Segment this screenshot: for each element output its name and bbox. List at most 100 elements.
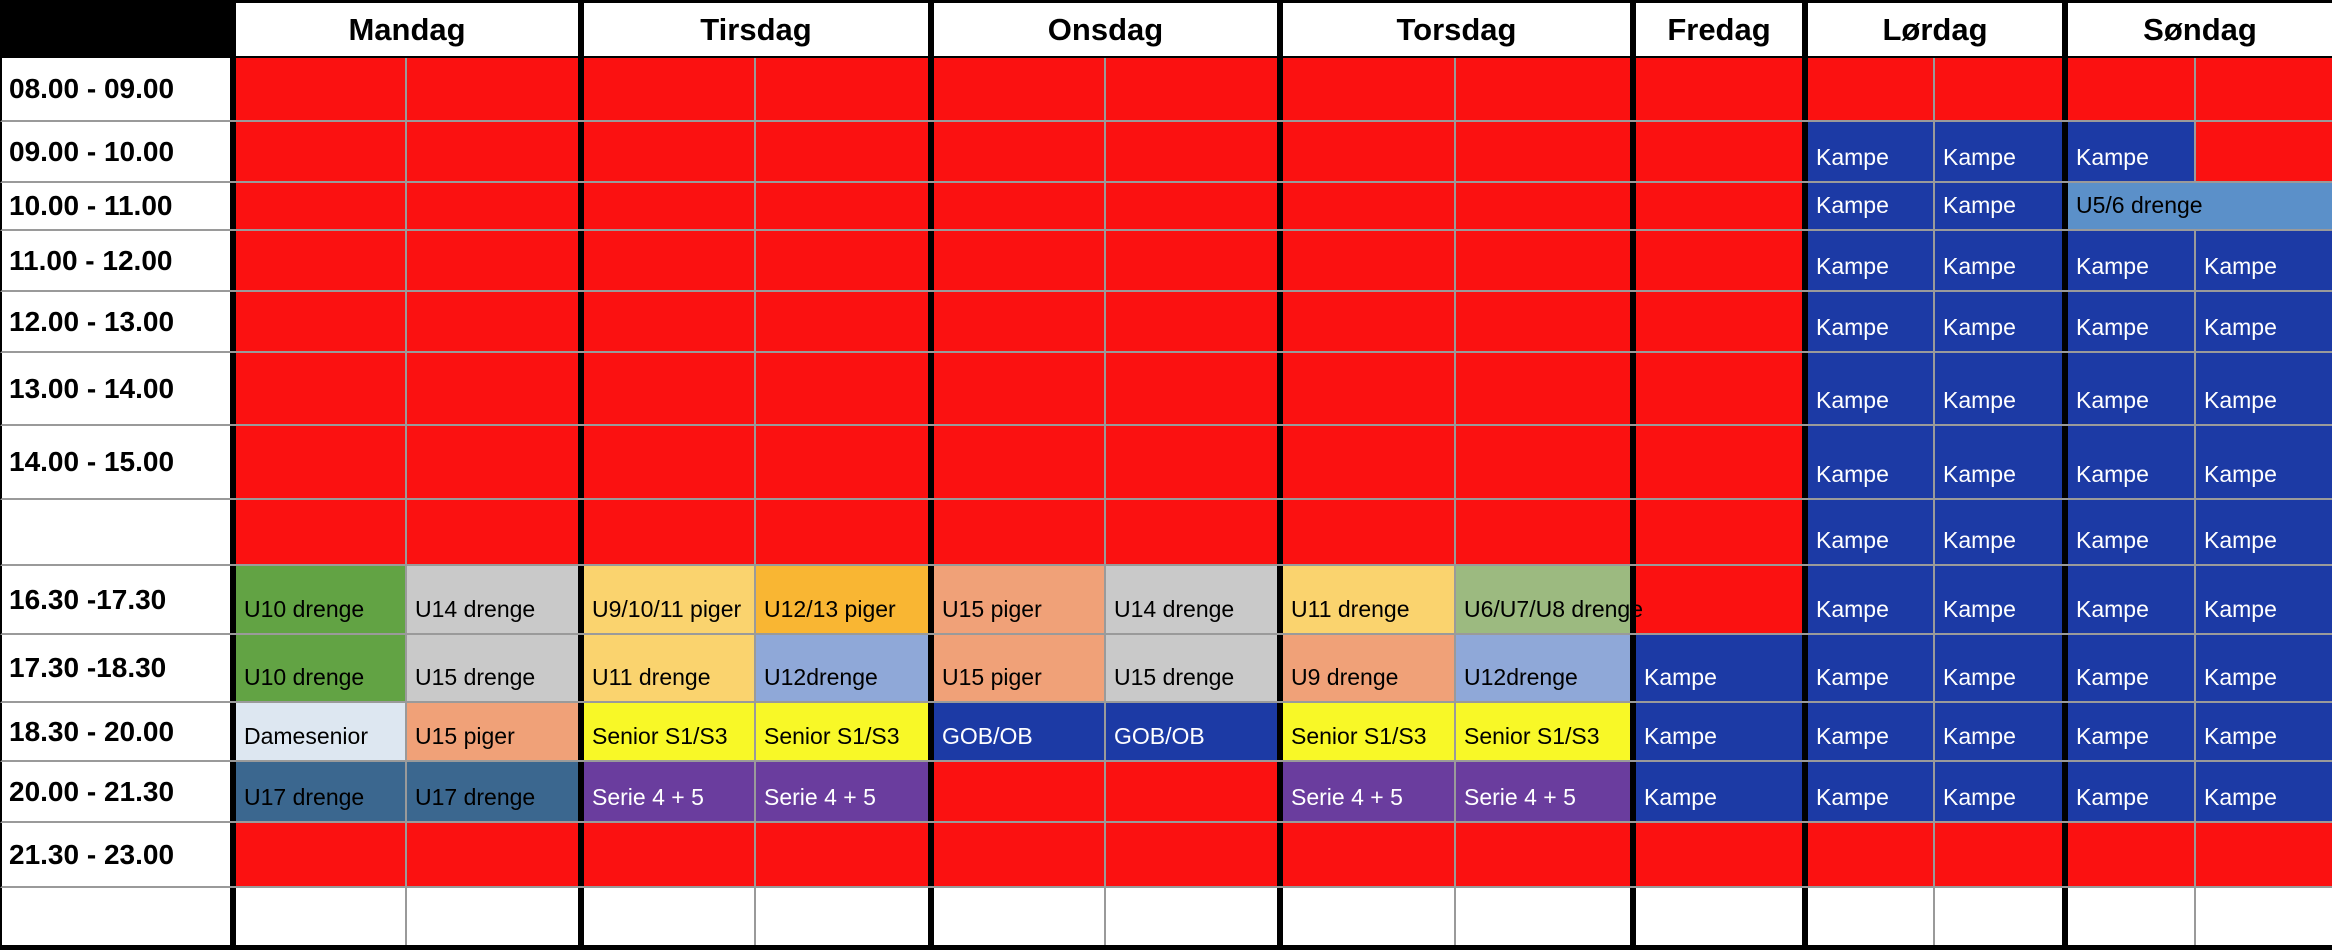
day-divider [1630, 231, 1636, 292]
schedule-cell [1106, 58, 1277, 122]
schedule-cell [1283, 500, 1456, 566]
schedule-cell: Kampe [2196, 426, 2332, 500]
schedule-cell: U17 drenge [236, 762, 407, 823]
day-divider [2062, 58, 2068, 122]
day-divider [2062, 426, 2068, 500]
time-slot-label: 08.00 - 09.00 [0, 58, 230, 122]
schedule-cell [236, 183, 407, 231]
schedule-cell: U15 piger [407, 703, 578, 762]
schedule-cell: U5/6 drenge [2068, 183, 2332, 231]
day-divider [230, 635, 236, 703]
schedule-cell: Kampe [1808, 566, 1935, 635]
schedule-cell [1935, 823, 2062, 888]
day-divider [1277, 122, 1283, 183]
day-divider [1630, 353, 1636, 426]
schedule-cell [1106, 183, 1277, 231]
day-divider [1630, 888, 1636, 945]
day-header-torsdag: Torsdag [1283, 3, 1630, 56]
day-divider [230, 888, 236, 945]
schedule-cell: U10 drenge [236, 566, 407, 635]
schedule-cell [756, 823, 928, 888]
schedule-cell [756, 183, 928, 231]
schedule-cell [1456, 888, 1630, 945]
schedule-cell: GOB/OB [934, 703, 1106, 762]
schedule-cell [1456, 292, 1630, 353]
day-divider [928, 426, 934, 500]
schedule-cell: U11 drenge [1283, 566, 1456, 635]
day-divider [928, 353, 934, 426]
schedule-cell [236, 353, 407, 426]
schedule-cell [1456, 500, 1630, 566]
schedule-cell: Senior S1/S3 [1456, 703, 1630, 762]
schedule-cell: Kampe [1636, 703, 1802, 762]
schedule-cell: Kampe [2196, 762, 2332, 823]
schedule-cell: Kampe [1808, 703, 1935, 762]
schedule-cell [1456, 823, 1630, 888]
day-divider [928, 183, 934, 231]
schedule-cell [756, 426, 928, 500]
schedule-cell [584, 58, 756, 122]
schedule-cell [1636, 122, 1802, 183]
schedule-cell [584, 122, 756, 183]
schedule-cell: Kampe [1808, 426, 1935, 500]
day-divider [1277, 888, 1283, 945]
day-divider [928, 762, 934, 823]
schedule-cell [1456, 183, 1630, 231]
day-divider [1630, 823, 1636, 888]
day-divider [1802, 58, 1808, 122]
schedule-cell: Kampe [2068, 762, 2196, 823]
schedule-cell [1636, 353, 1802, 426]
day-divider [1630, 500, 1636, 566]
day-divider [1630, 635, 1636, 703]
schedule-cell: U9/10/11 piger [584, 566, 756, 635]
schedule-cell [1636, 888, 1802, 945]
day-divider [1277, 762, 1283, 823]
schedule-cell [584, 888, 756, 945]
schedule-cell: Kampe [1935, 122, 2062, 183]
schedule-cell: Kampe [1636, 635, 1802, 703]
day-header-fredag: Fredag [1636, 3, 1802, 56]
schedule-cell: Kampe [2068, 635, 2196, 703]
day-divider [230, 823, 236, 888]
schedule-cell [236, 231, 407, 292]
schedule-cell: Kampe [1935, 426, 2062, 500]
day-divider [1277, 183, 1283, 231]
schedule-cell [1808, 888, 1935, 945]
schedule-cell [934, 292, 1106, 353]
bottom-border [0, 945, 2332, 950]
schedule-cell [236, 58, 407, 122]
day-divider [1277, 823, 1283, 888]
day-divider [1802, 823, 1808, 888]
schedule-cell: U9 drenge [1283, 635, 1456, 703]
schedule-cell: U15 drenge [407, 635, 578, 703]
day-divider [578, 183, 584, 231]
schedule-cell: Serie 4 + 5 [756, 762, 928, 823]
day-divider [578, 231, 584, 292]
day-divider [928, 823, 934, 888]
time-slot-label: 14.00 - 15.00 [0, 426, 230, 500]
schedule-cell: Kampe [1808, 635, 1935, 703]
day-divider [2062, 292, 2068, 353]
day-divider [1802, 292, 1808, 353]
time-slot-label: 09.00 - 10.00 [0, 122, 230, 183]
schedule-cell: U14 drenge [407, 566, 578, 635]
schedule-cell [756, 888, 928, 945]
schedule-cell [1283, 58, 1456, 122]
schedule-cell [1636, 58, 1802, 122]
day-divider [230, 122, 236, 183]
day-divider [230, 566, 236, 635]
day-divider [2062, 122, 2068, 183]
schedule-cell: Kampe [1808, 183, 1935, 231]
day-divider [578, 823, 584, 888]
schedule-cell [1456, 426, 1630, 500]
schedule-cell [236, 426, 407, 500]
schedule-cell: Kampe [2196, 231, 2332, 292]
day-divider [1802, 762, 1808, 823]
day-divider [2062, 823, 2068, 888]
schedule-cell [934, 426, 1106, 500]
schedule-cell [1636, 231, 1802, 292]
schedule-cell [1283, 183, 1456, 231]
schedule-cell [1283, 122, 1456, 183]
day-divider [1277, 426, 1283, 500]
